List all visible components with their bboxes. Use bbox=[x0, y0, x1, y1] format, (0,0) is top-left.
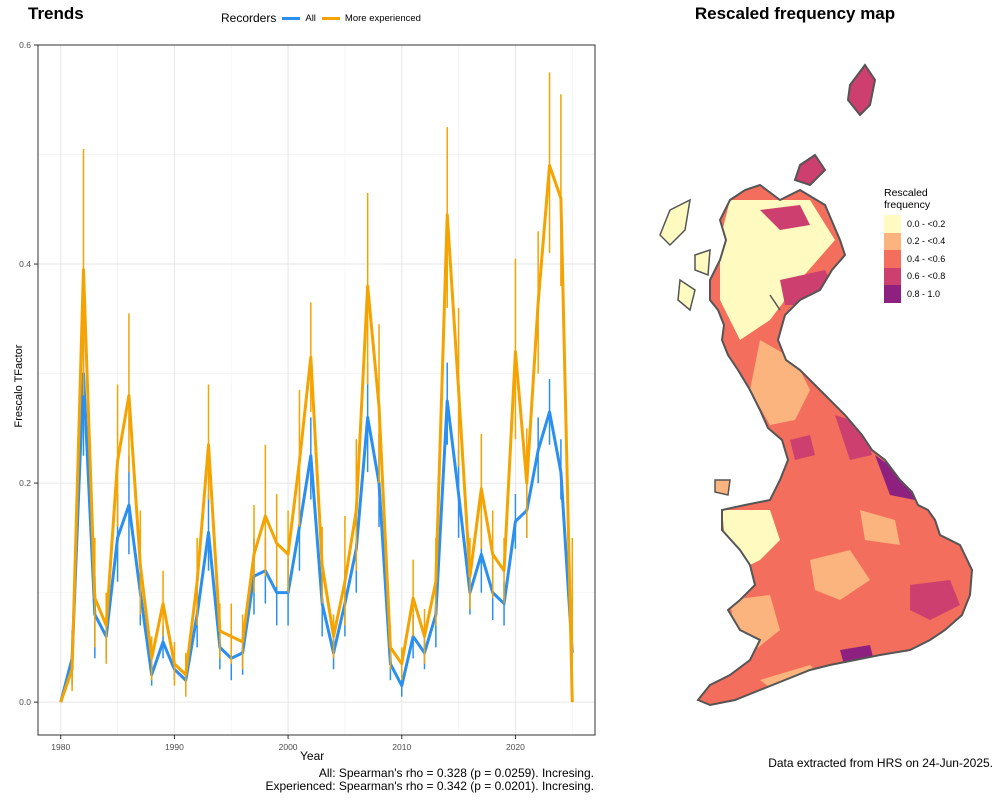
map-legend-label: 0.0 - <0.2 bbox=[907, 218, 946, 229]
coast-detail bbox=[769, 294, 781, 311]
trend-chart: 1980 1990 2000 2010 2020 0.0 0.2 0.4 0.6 bbox=[19, 40, 596, 752]
legend-title: Recorders bbox=[221, 11, 277, 25]
map-legend-row: 0.8 - 1.0 bbox=[884, 285, 945, 303]
map-legend-swatch bbox=[884, 267, 901, 285]
skye-island bbox=[694, 248, 711, 277]
legend-label-experienced: More experienced bbox=[344, 12, 421, 24]
map-legend-row: 0.6 - <0.8 bbox=[884, 267, 946, 285]
y-tick-label: 0.0 bbox=[19, 697, 31, 707]
series-line-experienced bbox=[59, 163, 574, 703]
legend-label-all: All bbox=[305, 12, 316, 24]
gb-outline bbox=[696, 183, 974, 707]
y-axis-label: Frescalo TFactor bbox=[13, 344, 25, 428]
chart-legend: Recorders All More experienced bbox=[221, 11, 421, 25]
map-legend-label: 0.8 - 1.0 bbox=[907, 288, 941, 299]
map-legend-row: 0.2 - <0.4 bbox=[884, 232, 946, 250]
legend-item-all: All bbox=[282, 13, 316, 24]
map-legend-row: 0.4 - <0.6 bbox=[884, 250, 945, 268]
map-legend-swatch bbox=[884, 232, 901, 250]
map-legend-label: 0.4 - <0.6 bbox=[907, 253, 946, 264]
legend-swatch-all bbox=[282, 16, 301, 20]
map-legend-title-line1: Rescaled bbox=[884, 187, 928, 199]
y-tick-label: 0.2 bbox=[19, 478, 31, 488]
shetland-islands bbox=[846, 63, 877, 117]
map-legend-label: 0.2 - <0.4 bbox=[907, 236, 946, 247]
map-fill bbox=[698, 185, 972, 705]
plot-panel bbox=[38, 45, 595, 735]
map-legend-swatch bbox=[884, 215, 901, 233]
map-legend-title-line2: frequency bbox=[884, 199, 931, 211]
x-tick-label: 1990 bbox=[165, 742, 184, 752]
legend-item-experienced: More experienced bbox=[321, 12, 421, 24]
anglesey-island bbox=[714, 479, 731, 496]
x-tick-label: 1980 bbox=[51, 742, 70, 752]
y-tick-label: 0.6 bbox=[19, 40, 31, 50]
series-line-all bbox=[59, 372, 574, 703]
legend-swatch-experienced bbox=[321, 16, 340, 20]
stats-all: All: Spearman's rho = 0.328 (p = 0.0259)… bbox=[318, 766, 594, 780]
stats-experienced: Experienced: Spearman's rho = 0.342 (p =… bbox=[265, 779, 595, 793]
x-tick-label: 2000 bbox=[279, 742, 298, 752]
data-credit: Data extracted from HRS on 24-Jun-2025. bbox=[768, 756, 993, 770]
x-axis-label: Year bbox=[300, 749, 325, 763]
plot-border bbox=[37, 44, 596, 736]
orkney-islands bbox=[793, 153, 827, 187]
western-isles bbox=[659, 198, 691, 247]
chart-title: Trends bbox=[28, 4, 84, 23]
frequency-map bbox=[659, 63, 974, 707]
map-legend-swatch bbox=[884, 285, 901, 303]
stats-text: All: Spearman's rho = 0.328 (p = 0.0259)… bbox=[266, 767, 595, 793]
map-legend-row: 0.0 - <0.2 bbox=[884, 215, 945, 233]
map-legend: Rescaled frequency 0.0 - <0.2 0.2 - <0.4… bbox=[884, 187, 945, 303]
map-legend-title: Rescaled frequency bbox=[884, 187, 945, 211]
map-legend-label: 0.6 - <0.8 bbox=[907, 271, 946, 282]
y-tick-label: 0.4 bbox=[19, 259, 31, 269]
x-tick-label: 2020 bbox=[506, 742, 525, 752]
mull-island bbox=[677, 278, 696, 312]
x-tick-label: 2010 bbox=[392, 742, 411, 752]
map-title: Rescaled frequency map bbox=[694, 4, 896, 23]
map-legend-swatch bbox=[884, 250, 901, 268]
